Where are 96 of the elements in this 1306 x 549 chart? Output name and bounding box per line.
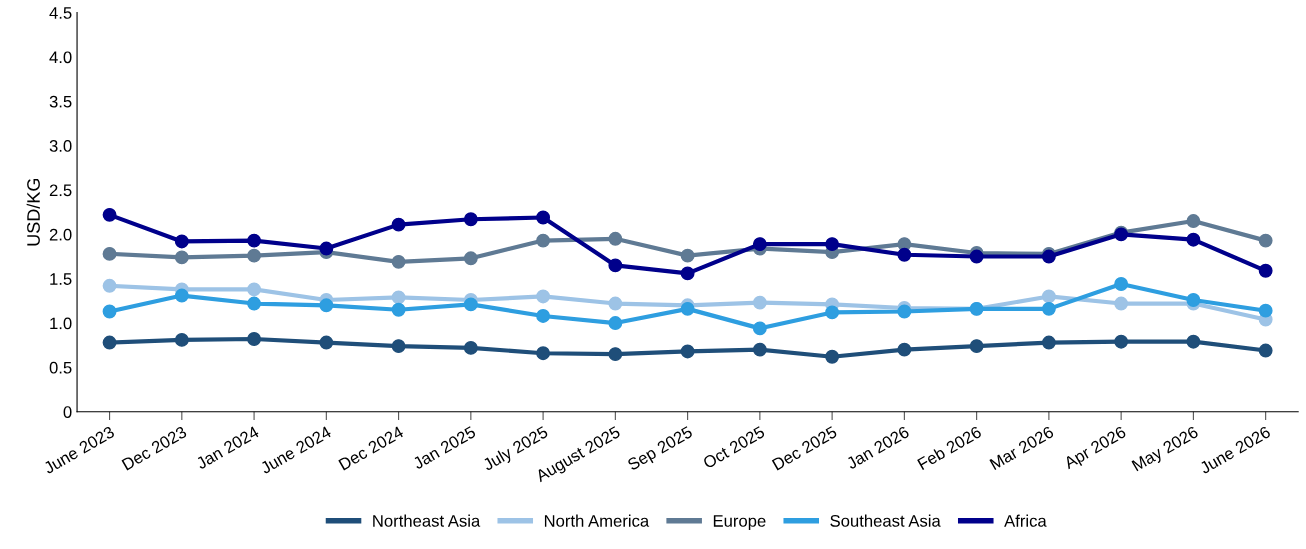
- point: [752, 295, 767, 310]
- point: [391, 339, 406, 354]
- y-tick-label: 0.5: [49, 361, 72, 374]
- legend-label: North America: [544, 514, 650, 527]
- point: [1041, 289, 1056, 304]
- x-tick-label: May 2026: [1131, 425, 1201, 475]
- point: [1258, 263, 1273, 278]
- point: [391, 302, 406, 317]
- x-tick-label: June 2023: [42, 425, 116, 475]
- point: [102, 246, 117, 261]
- point: [463, 297, 478, 312]
- point: [825, 349, 840, 364]
- x-tick-label: Sep 2025: [626, 425, 695, 474]
- point: [536, 346, 551, 361]
- point: [608, 258, 623, 273]
- point: [680, 266, 695, 281]
- point: [752, 321, 767, 336]
- point: [1258, 343, 1273, 358]
- y-tick-label: 4.5: [49, 7, 72, 19]
- y-tick-label: 3.5: [49, 95, 72, 108]
- point: [680, 344, 695, 359]
- x-tick-label: Mar 2026: [989, 425, 1055, 471]
- point: [174, 250, 189, 265]
- x-tick-label: Dec 2025: [771, 425, 838, 471]
- point: [102, 278, 117, 293]
- point: [897, 247, 912, 262]
- y-tick-label: 3.0: [49, 140, 72, 152]
- point: [1114, 334, 1129, 349]
- y-tick-label: 2.5: [49, 184, 72, 197]
- point: [825, 305, 840, 320]
- point: [247, 233, 262, 248]
- point: [1258, 303, 1273, 318]
- point: [1041, 335, 1056, 350]
- point: [969, 339, 984, 354]
- x-tick-label: Apr 2026: [1062, 425, 1129, 473]
- point: [319, 335, 334, 350]
- point: [174, 332, 189, 347]
- x-tick-label: Jan 2024: [195, 425, 260, 470]
- y-axis-title: USD/KG: [26, 178, 40, 246]
- point: [463, 251, 478, 266]
- y-tick-label: 4.0: [49, 51, 72, 64]
- point: [752, 342, 767, 357]
- y-tick-label: 1.0: [50, 317, 72, 330]
- point: [608, 231, 623, 246]
- point: [897, 304, 912, 319]
- point: [608, 347, 623, 362]
- point: [1186, 232, 1201, 247]
- point: [391, 290, 406, 305]
- x-tick-label: Jan 2025: [411, 425, 477, 470]
- point: [174, 234, 189, 249]
- x-tick-label: Dec 2023: [121, 425, 188, 471]
- point: [536, 233, 551, 248]
- legend-label: Europe: [713, 515, 766, 531]
- x-tick-label: Oct 2025: [702, 425, 766, 469]
- point: [247, 296, 262, 311]
- point: [608, 316, 623, 331]
- point: [1186, 214, 1201, 229]
- point: [1114, 277, 1129, 291]
- point: [1114, 296, 1129, 311]
- point: [825, 237, 840, 252]
- point: [536, 309, 551, 323]
- point: [897, 342, 912, 357]
- point: [102, 207, 117, 222]
- point: [102, 304, 117, 319]
- point: [969, 249, 984, 264]
- point: [247, 332, 262, 346]
- point: [752, 237, 767, 252]
- point: [247, 282, 262, 297]
- point: [174, 288, 189, 303]
- x-tick-label: June 2026: [1198, 425, 1272, 475]
- y-tick-label: 2.0: [49, 228, 72, 241]
- point: [102, 335, 117, 350]
- legend-label: Northeast Asia: [373, 514, 481, 527]
- x-tick-label: Feb 2026: [916, 425, 983, 471]
- x-tick-label: Dec 2024: [338, 425, 405, 471]
- point: [391, 217, 406, 232]
- point: [463, 212, 478, 227]
- point: [1186, 334, 1201, 349]
- x-tick-label: June 2024: [259, 425, 333, 475]
- point: [463, 340, 478, 355]
- point: [1186, 293, 1201, 307]
- point: [247, 248, 262, 263]
- point: [1258, 233, 1273, 248]
- legend-label: Southeast Asia: [830, 514, 941, 527]
- point: [536, 289, 551, 304]
- point: [1041, 301, 1056, 316]
- x-tick-label: Jan 2026: [845, 425, 910, 470]
- point: [319, 298, 334, 313]
- y-tick-label: 1.5: [50, 273, 72, 285]
- y-tick-label: 0: [63, 406, 72, 418]
- legend-label: Africa: [1004, 514, 1047, 527]
- point: [680, 248, 695, 263]
- point: [391, 254, 406, 269]
- point: [319, 241, 334, 256]
- point: [536, 210, 551, 225]
- point: [608, 296, 623, 311]
